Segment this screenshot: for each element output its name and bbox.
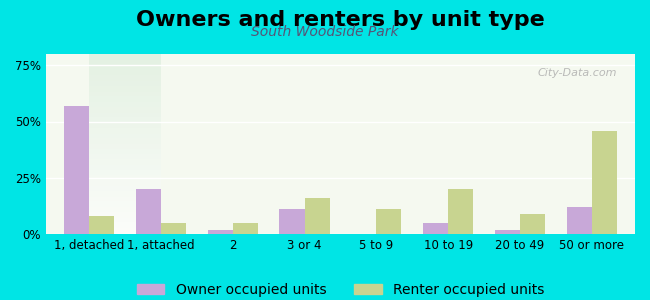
Bar (233, 223, 258, 234)
Bar (207, 230, 233, 234)
Bar (495, 230, 520, 234)
Bar (376, 209, 402, 234)
Bar (304, 198, 330, 234)
Bar (520, 214, 545, 234)
Text: South Woodside Park: South Woodside Park (252, 25, 398, 39)
Text: City-Data.com: City-Data.com (538, 68, 618, 78)
Bar (136, 189, 161, 234)
Title: Owners and renters by unit type: Owners and renters by unit type (136, 10, 545, 30)
Bar (89, 216, 114, 234)
Bar (448, 189, 473, 234)
Bar (567, 207, 592, 234)
Bar (280, 209, 304, 234)
Legend: Owner occupied units, Renter occupied units: Owner occupied units, Renter occupied un… (131, 278, 550, 300)
Bar (161, 223, 186, 234)
Bar (423, 223, 448, 234)
Bar (64, 106, 89, 234)
Bar (592, 130, 617, 234)
